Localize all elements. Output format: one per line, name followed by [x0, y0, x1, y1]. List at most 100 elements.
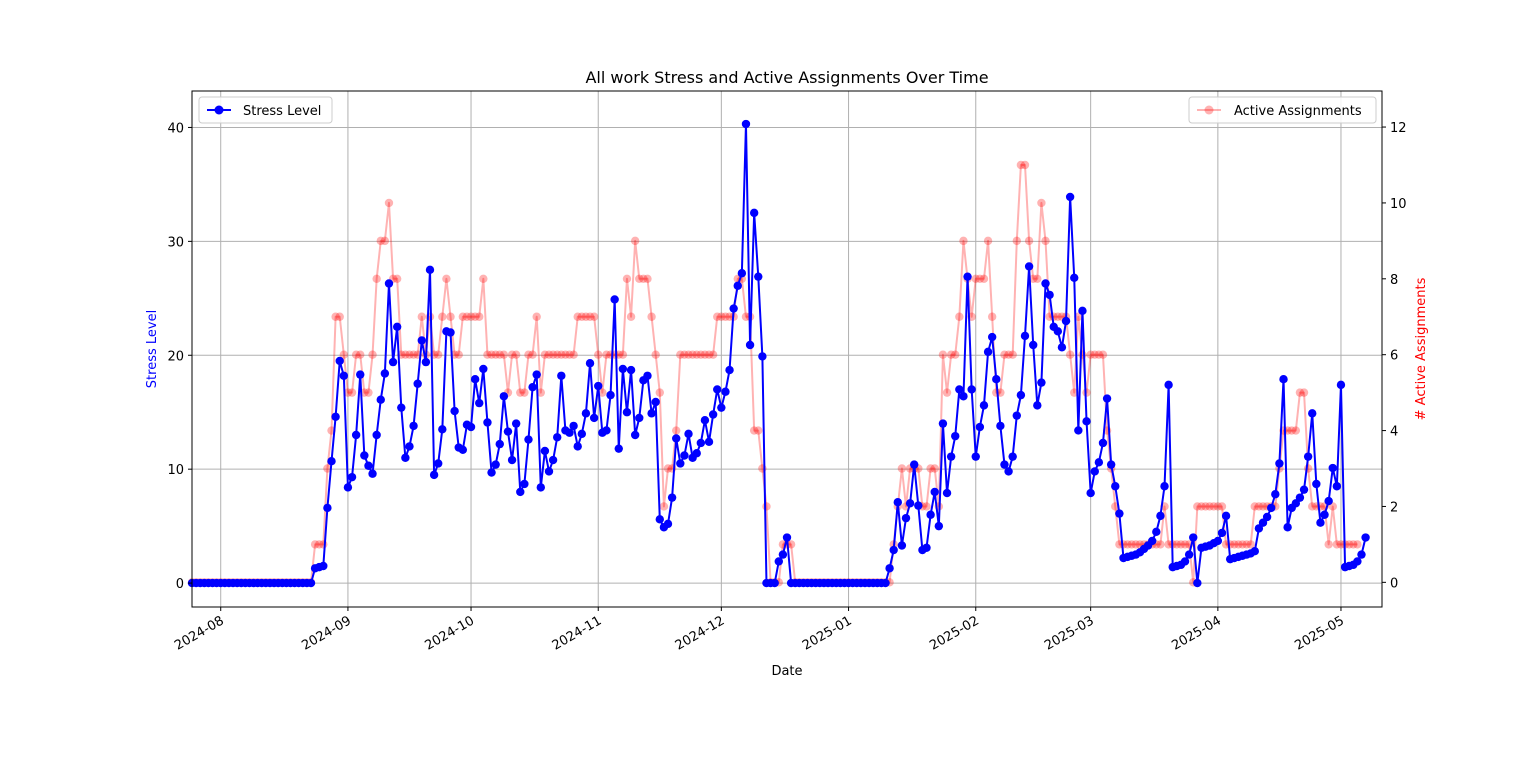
- assignments-point[interactable]: [626, 312, 636, 321]
- stress-point[interactable]: [745, 340, 755, 350]
- assignments-point[interactable]: [335, 312, 344, 321]
- assignments-point[interactable]: [897, 464, 907, 473]
- stress-point[interactable]: [339, 371, 349, 380]
- assignments-point[interactable]: [372, 274, 381, 284]
- stress-point[interactable]: [544, 467, 554, 476]
- assignments-point[interactable]: [1238, 540, 1247, 549]
- stress-point[interactable]: [1041, 279, 1050, 288]
- assignments-point[interactable]: [589, 312, 599, 321]
- assignments-point[interactable]: [951, 350, 960, 359]
- stress-point[interactable]: [630, 430, 640, 440]
- assignments-point[interactable]: [376, 236, 385, 246]
- assignments-point[interactable]: [987, 312, 997, 321]
- assignments-point[interactable]: [1201, 502, 1210, 511]
- assignments-point[interactable]: [569, 350, 578, 359]
- stress-point[interactable]: [511, 419, 521, 428]
- stress-point[interactable]: [963, 272, 972, 281]
- stress-point[interactable]: [663, 519, 673, 529]
- assignments-point[interactable]: [1004, 350, 1013, 359]
- stress-point[interactable]: [1312, 479, 1321, 489]
- assignments-point[interactable]: [511, 350, 521, 359]
- assignments-point[interactable]: [491, 350, 500, 359]
- stress-point[interactable]: [1250, 546, 1259, 556]
- assignments-point[interactable]: [446, 312, 455, 321]
- stress-point[interactable]: [323, 503, 332, 513]
- assignments-point[interactable]: [581, 312, 591, 321]
- assignments-point[interactable]: [536, 388, 545, 397]
- stress-point[interactable]: [397, 403, 406, 412]
- stress-point[interactable]: [392, 322, 402, 331]
- stress-point[interactable]: [1180, 557, 1190, 566]
- stress-point[interactable]: [405, 442, 414, 451]
- assignments-point[interactable]: [1353, 540, 1362, 549]
- assignments-point[interactable]: [561, 350, 570, 359]
- assignments-point[interactable]: [1041, 236, 1050, 246]
- assignments-point[interactable]: [704, 350, 714, 359]
- assignments-point[interactable]: [364, 388, 373, 397]
- stress-point[interactable]: [975, 422, 985, 432]
- stress-point[interactable]: [967, 385, 976, 394]
- stress-point[interactable]: [557, 371, 566, 380]
- assignments-point[interactable]: [1164, 540, 1173, 549]
- stress-point[interactable]: [680, 451, 689, 460]
- assignments-point[interactable]: [487, 350, 496, 359]
- assignments-point[interactable]: [594, 350, 603, 359]
- assignments-point[interactable]: [544, 350, 554, 359]
- assignments-point[interactable]: [1029, 274, 1038, 284]
- assignments-point[interactable]: [971, 274, 980, 284]
- assignments-point[interactable]: [540, 350, 550, 359]
- stress-point[interactable]: [1357, 550, 1366, 559]
- stress-point[interactable]: [347, 472, 357, 482]
- assignments-point[interactable]: [713, 312, 722, 321]
- stress-point[interactable]: [651, 397, 660, 407]
- stress-point[interactable]: [622, 408, 632, 417]
- stress-point[interactable]: [343, 483, 353, 492]
- stress-point[interactable]: [696, 438, 706, 448]
- stress-point[interactable]: [602, 426, 611, 435]
- stress-point[interactable]: [507, 455, 517, 465]
- stress-point[interactable]: [959, 392, 968, 401]
- stress-point[interactable]: [1275, 459, 1284, 468]
- assignments-point[interactable]: [405, 350, 414, 359]
- assignments-point[interactable]: [507, 350, 517, 359]
- stress-point[interactable]: [1193, 578, 1202, 588]
- assignments-point[interactable]: [721, 312, 730, 321]
- stress-point[interactable]: [1217, 528, 1227, 538]
- assignments-point[interactable]: [1131, 540, 1140, 549]
- stress-point[interactable]: [589, 413, 599, 423]
- stress-point[interactable]: [926, 510, 935, 519]
- assignments-point[interactable]: [499, 350, 509, 359]
- assignments-point[interactable]: [1012, 236, 1021, 246]
- stress-point[interactable]: [725, 365, 734, 375]
- assignments-point[interactable]: [1024, 236, 1034, 246]
- assignments-point[interactable]: [639, 274, 648, 284]
- stress-point[interactable]: [438, 425, 447, 434]
- assignments-point[interactable]: [315, 540, 324, 549]
- assignments-point[interactable]: [1336, 540, 1346, 549]
- assignments-point[interactable]: [1299, 388, 1309, 397]
- assignments-point[interactable]: [495, 350, 504, 359]
- assignments-point[interactable]: [1000, 350, 1009, 359]
- assignments-point[interactable]: [635, 274, 644, 284]
- assignments-point[interactable]: [356, 350, 365, 359]
- assignments-point[interactable]: [1037, 198, 1046, 208]
- assignments-point[interactable]: [401, 350, 410, 359]
- stress-point[interactable]: [979, 401, 989, 410]
- stress-point[interactable]: [1037, 378, 1046, 387]
- stress-point[interactable]: [1279, 374, 1288, 384]
- stress-point[interactable]: [553, 433, 562, 442]
- stress-point[interactable]: [946, 452, 956, 461]
- assignments-point[interactable]: [532, 312, 541, 321]
- stress-point[interactable]: [774, 557, 783, 566]
- assignments-point[interactable]: [663, 464, 673, 473]
- assignments-point[interactable]: [347, 388, 357, 397]
- assignments-point[interactable]: [659, 502, 669, 511]
- stress-point[interactable]: [1033, 401, 1042, 410]
- assignments-point[interactable]: [955, 312, 964, 321]
- assignments-point[interactable]: [1254, 502, 1264, 511]
- stress-point[interactable]: [1090, 467, 1099, 476]
- assignments-point[interactable]: [749, 426, 759, 435]
- stress-point[interactable]: [893, 498, 902, 507]
- assignments-point[interactable]: [1308, 502, 1317, 511]
- stress-point[interactable]: [1361, 533, 1370, 542]
